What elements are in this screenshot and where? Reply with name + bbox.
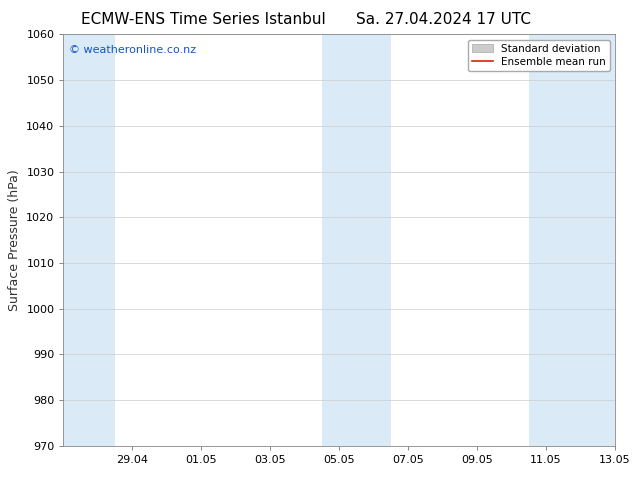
Bar (63, 34, 115, 446)
Text: © weatheronline.co.nz: © weatheronline.co.nz (69, 45, 196, 54)
Y-axis label: Surface Pressure (hPa): Surface Pressure (hPa) (8, 169, 21, 311)
Legend: Standard deviation, Ensemble mean run: Standard deviation, Ensemble mean run (467, 40, 610, 71)
Bar (322, 34, 391, 446)
Text: Sa. 27.04.2024 17 UTC: Sa. 27.04.2024 17 UTC (356, 12, 531, 27)
Text: ECMW-ENS Time Series Istanbul: ECMW-ENS Time Series Istanbul (81, 12, 325, 27)
Bar (529, 34, 615, 446)
